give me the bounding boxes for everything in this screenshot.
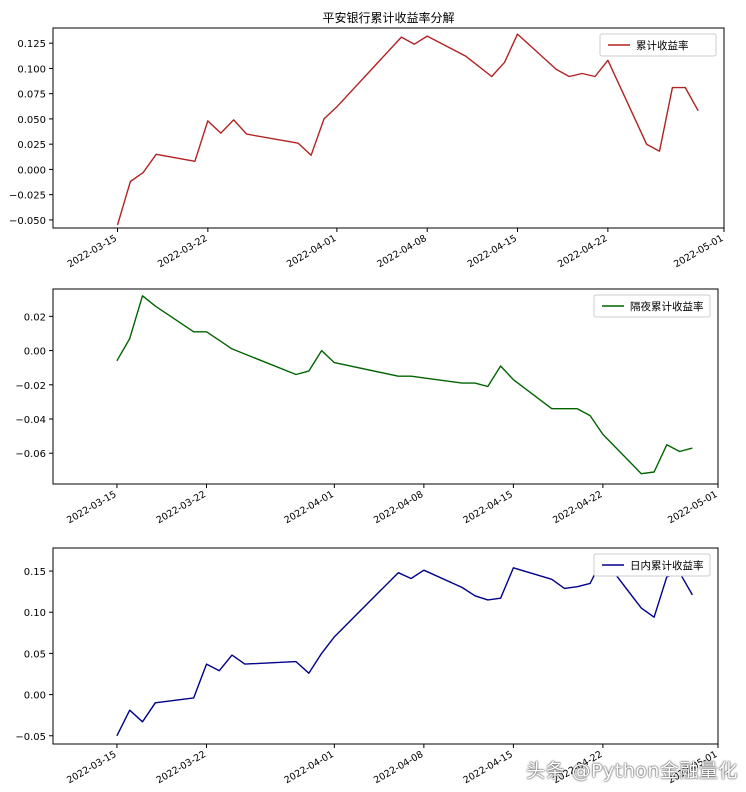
y-tick-label: −0.02 [15, 381, 46, 392]
y-tick-label: 0.15 [24, 567, 46, 578]
chart-panel-1: 平安银行累计收益率分解 −0.050 −0.025 0.000 0.025 0.050 0.… [9, 10, 726, 270]
legend-box [599, 33, 717, 57]
y-tick-label: 0.00 [24, 691, 46, 702]
y-tick-label: 0.10 [24, 608, 46, 619]
legend-label: 隔夜累计收益率 [630, 300, 704, 313]
x-tick-label: 2022-04-08 [372, 749, 425, 786]
y-tick-label: −0.05 [15, 732, 46, 743]
x-tick-label: 2022-03-22 [155, 489, 208, 526]
watermark-text: 头条 @Python金融量化 [526, 760, 738, 782]
x-tick-label: 2022-03-22 [156, 233, 209, 270]
x-tick-label: 2022-04-08 [372, 489, 425, 526]
y-tick-label: −0.04 [15, 415, 46, 426]
series-line-1 [116, 557, 694, 737]
y-tick-label: 0.02 [24, 312, 46, 323]
x-tick-label: 2022-03-15 [65, 489, 118, 526]
y-tick-label: 0.025 [17, 140, 46, 151]
y-tick-label: 0.075 [17, 90, 46, 101]
y-tick-label: 0.125 [17, 39, 46, 50]
x-tick-label: 2022-04-15 [462, 749, 515, 786]
x-tick-label: 2022-04-01 [285, 233, 338, 270]
chart-panel-2: 0.02 0.00 −0.02 −0.04 −0.06 2022-03-15 2022-03… [15, 288, 720, 526]
plot-frame [52, 27, 725, 229]
legend-label: 累计收益率 [636, 39, 689, 52]
x-tick-label: 2022-03-15 [65, 749, 118, 786]
legend-box [593, 553, 711, 577]
chart-panel-3: 0.15 0.10 0.05 0.00 −0.05 2022-03-15 2022-03-2… [15, 547, 720, 786]
y-tick-label: −0.025 [9, 191, 46, 202]
y-tick-label: −0.050 [9, 216, 46, 227]
plot-frame [52, 547, 719, 745]
x-tick-label: 2022-05-01 [666, 489, 719, 526]
x-tick-label: 2022-04-08 [375, 233, 428, 270]
x-tick-label: 2022-03-15 [66, 233, 119, 270]
y-tick-label: 0.000 [17, 165, 46, 176]
x-tick-label: 2022-04-15 [462, 489, 515, 526]
x-tick-label: 2022-04-22 [551, 489, 604, 526]
x-tick-label: 2022-04-01 [283, 749, 336, 786]
x-tick-label: 2022-03-22 [155, 749, 208, 786]
y-tick-label: 0.100 [17, 64, 46, 75]
legend-box [593, 294, 711, 318]
x-tick-label: 2022-04-22 [556, 233, 609, 270]
legend-label: 日内累计收益率 [630, 559, 704, 572]
x-tick-label: 2022-05-01 [672, 233, 725, 270]
y-tick-label: 0.050 [17, 115, 46, 126]
series-line-1 [116, 295, 693, 475]
plot-frame [52, 288, 719, 485]
x-tick-label: 2022-04-01 [283, 489, 336, 526]
series-line-1 [116, 33, 699, 226]
chart-title: 平安银行累计收益率分解 [322, 10, 454, 25]
x-tick-label: 2022-04-15 [466, 233, 519, 270]
y-tick-label: −0.06 [15, 449, 46, 460]
y-tick-label: 0.00 [24, 347, 46, 358]
y-tick-label: 0.05 [24, 649, 46, 660]
